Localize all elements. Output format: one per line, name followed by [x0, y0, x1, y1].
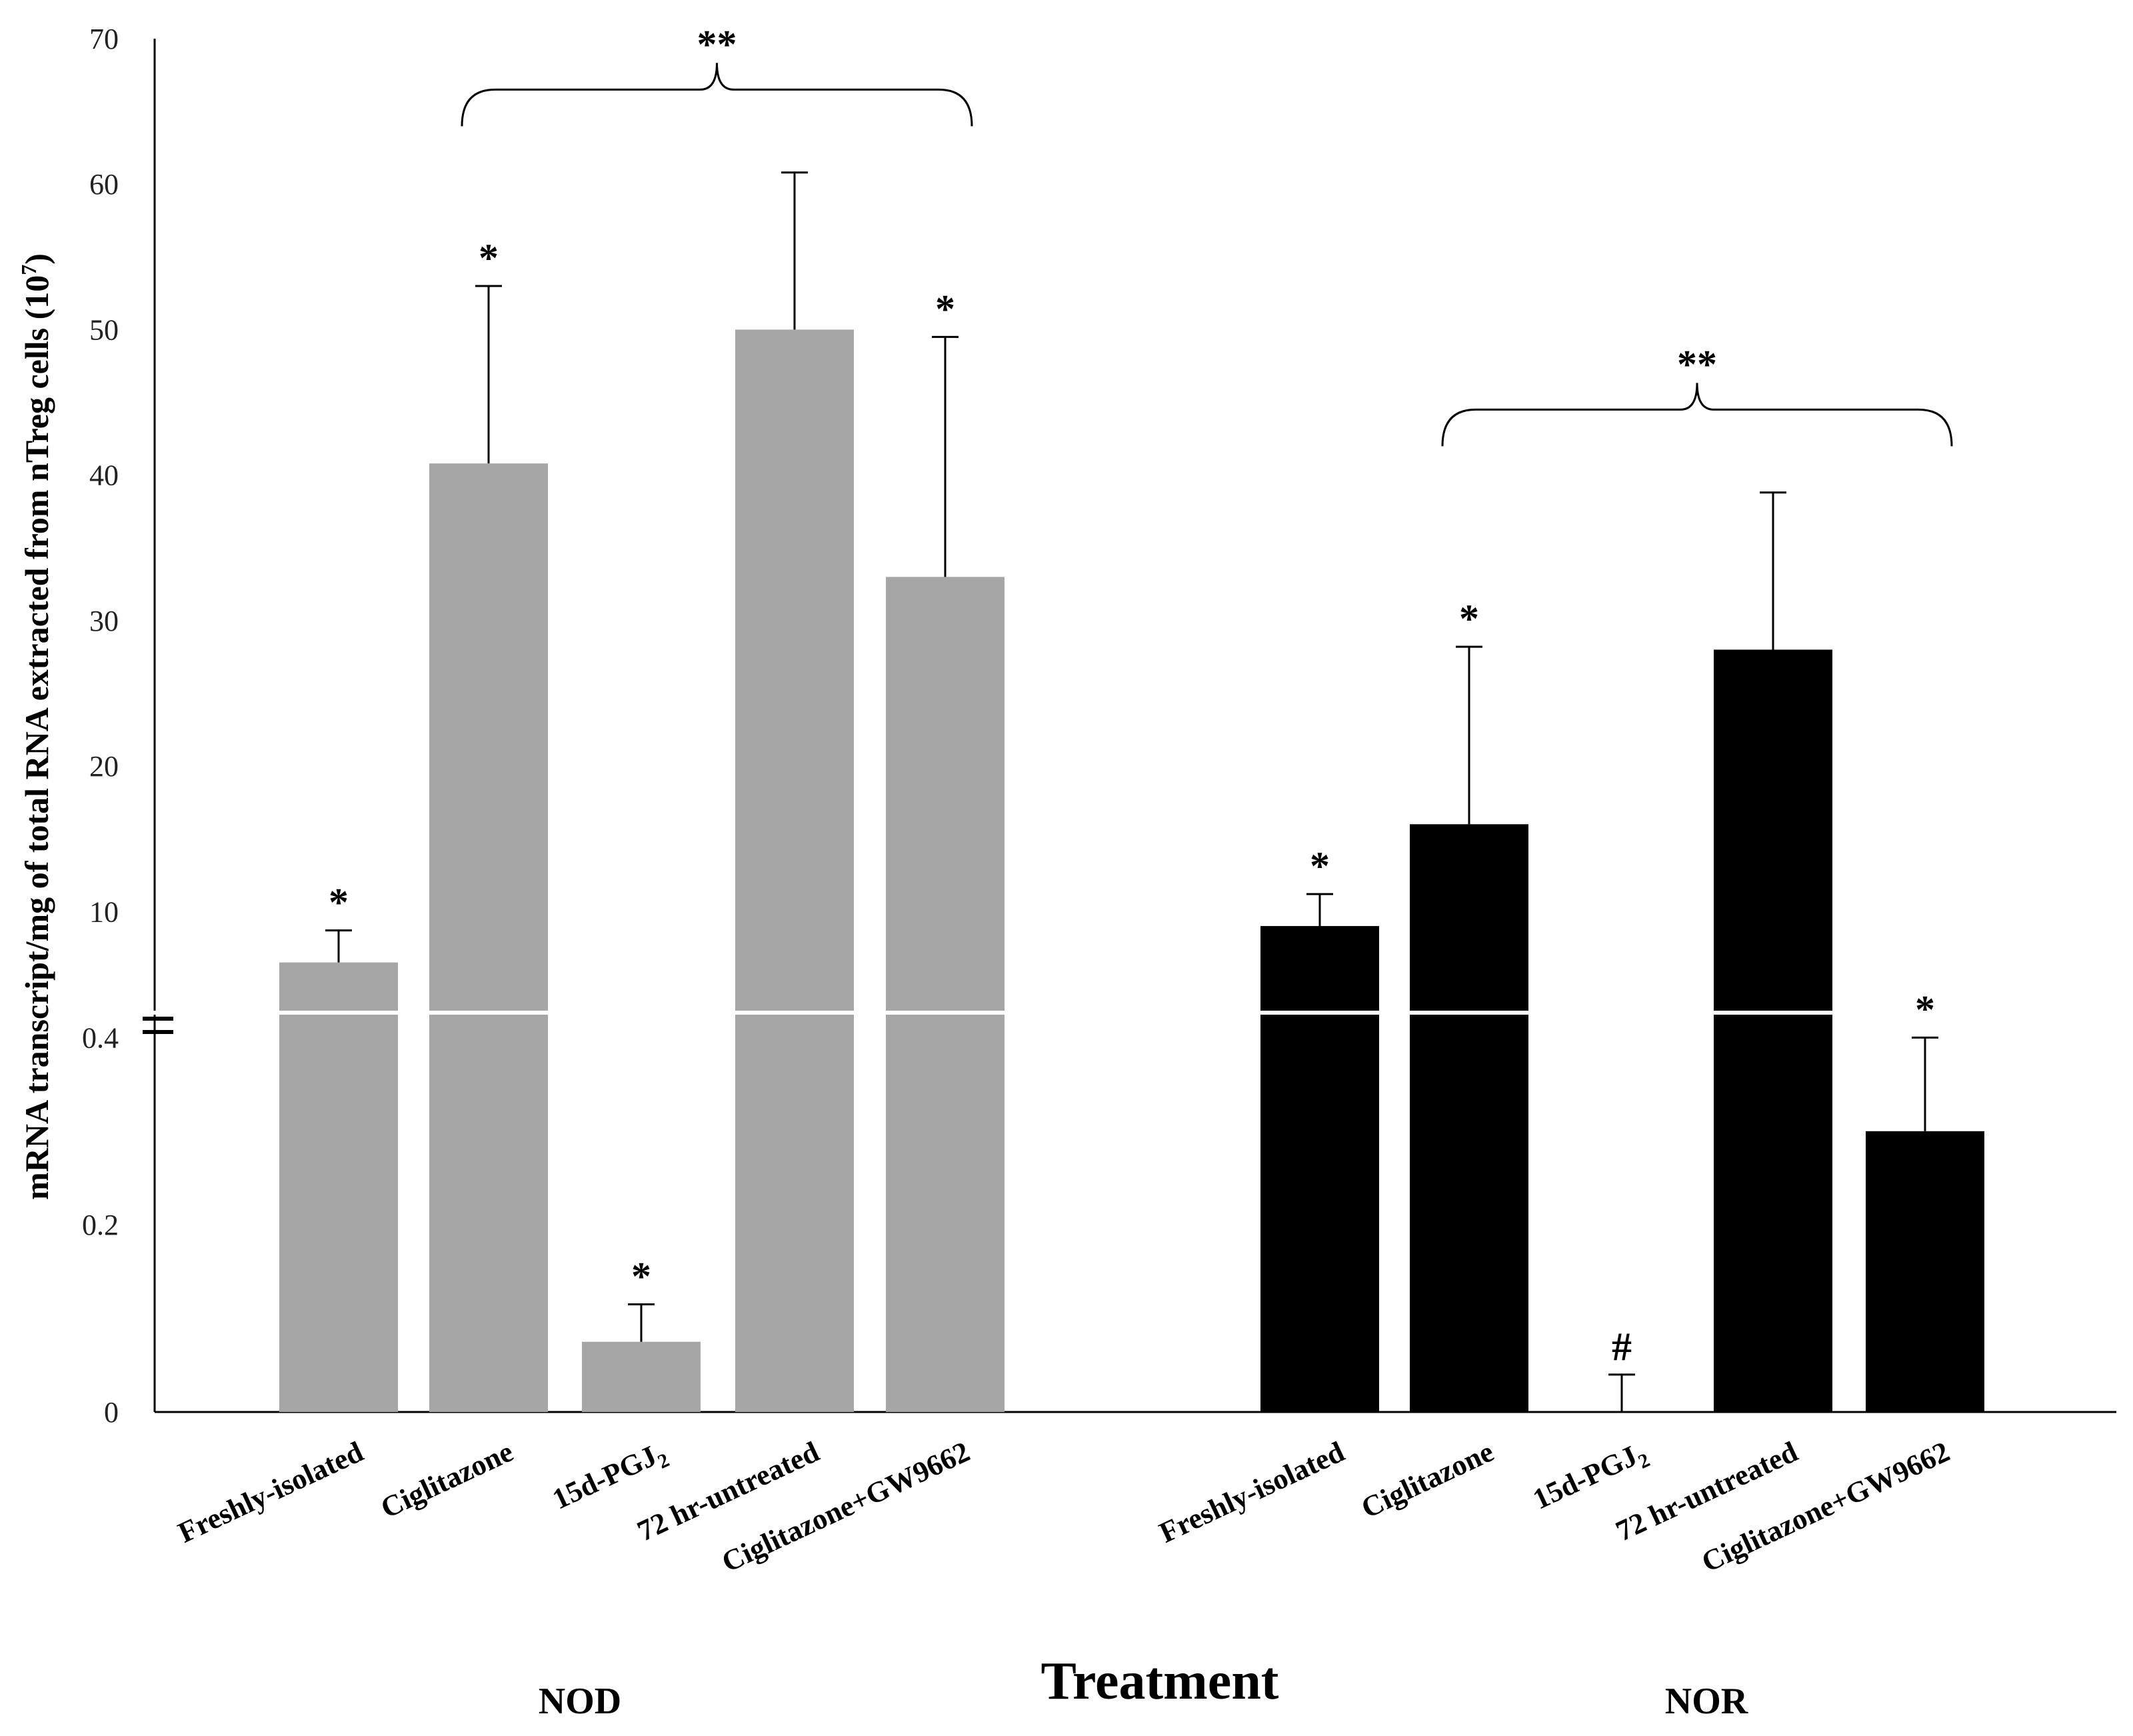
y-tick-label: 20	[89, 750, 119, 783]
bracket-label-nor: **	[1677, 342, 1717, 386]
subscript: 2	[655, 1449, 673, 1473]
y-tick-label: 60	[89, 168, 119, 201]
y-tick-label: 50	[89, 313, 119, 346]
category-label: Freshly-isolated	[173, 1435, 368, 1549]
y-tick-label: 30	[89, 605, 119, 637]
y-title-superscript: 7	[17, 265, 41, 275]
y-axis-title: mRNA transcript/mg of total RNA extracte…	[17, 253, 55, 1200]
bar-nor-3	[1714, 649, 1832, 1413]
category-label: Ciglitazone+GW9662	[1696, 1435, 1954, 1579]
significance-marker: *	[1459, 597, 1479, 641]
category-label: Freshly-isolated	[1154, 1435, 1349, 1549]
subscript: 2	[1635, 1449, 1654, 1473]
axis-break-gap	[141, 1011, 2133, 1015]
y-tick-label: 0.4	[82, 1021, 119, 1054]
significance-marker: *	[631, 1255, 651, 1299]
bar-nor-1	[1410, 824, 1528, 1412]
significance-marker: *	[935, 287, 955, 331]
y-tick-label: 10	[89, 895, 119, 928]
y-tick-label: 40	[89, 459, 119, 492]
bar-nod-4	[886, 577, 1005, 1413]
group-label-nod: NOD	[539, 1681, 621, 1722]
significance-bracket-nor	[1441, 383, 1953, 447]
y-title-close: )	[18, 253, 55, 265]
x-axis-title: Treatment	[1041, 1652, 1279, 1711]
category-label: Ciglitazone	[376, 1435, 518, 1525]
bar-nod-1	[429, 463, 548, 1412]
significance-marker: *	[329, 881, 349, 925]
bar-nod-3	[735, 329, 854, 1412]
significance-marker: *	[479, 236, 499, 280]
significance-bracket-nod	[461, 63, 973, 127]
significance-marker: *	[1310, 844, 1330, 888]
category-label: Ciglitazone+GW9662	[717, 1435, 975, 1579]
bar-nor-0	[1260, 926, 1379, 1412]
bar-nor-4	[1866, 1131, 1984, 1412]
bar-nod-0	[279, 962, 398, 1412]
y-tick-label: 0.2	[82, 1209, 119, 1241]
significance-marker: *	[1915, 987, 1935, 1031]
y-tick-label: 70	[89, 23, 119, 55]
y-tick-label: 0	[104, 1396, 119, 1429]
bracket-label-nod: **	[697, 22, 737, 66]
category-label: 15d-PGJ2	[547, 1435, 673, 1520]
category-label: Ciglitazone	[1356, 1435, 1498, 1525]
group-label-nor: NOR	[1665, 1681, 1748, 1722]
bar-nod-2	[582, 1341, 701, 1412]
significance-marker: #	[1612, 1325, 1632, 1369]
